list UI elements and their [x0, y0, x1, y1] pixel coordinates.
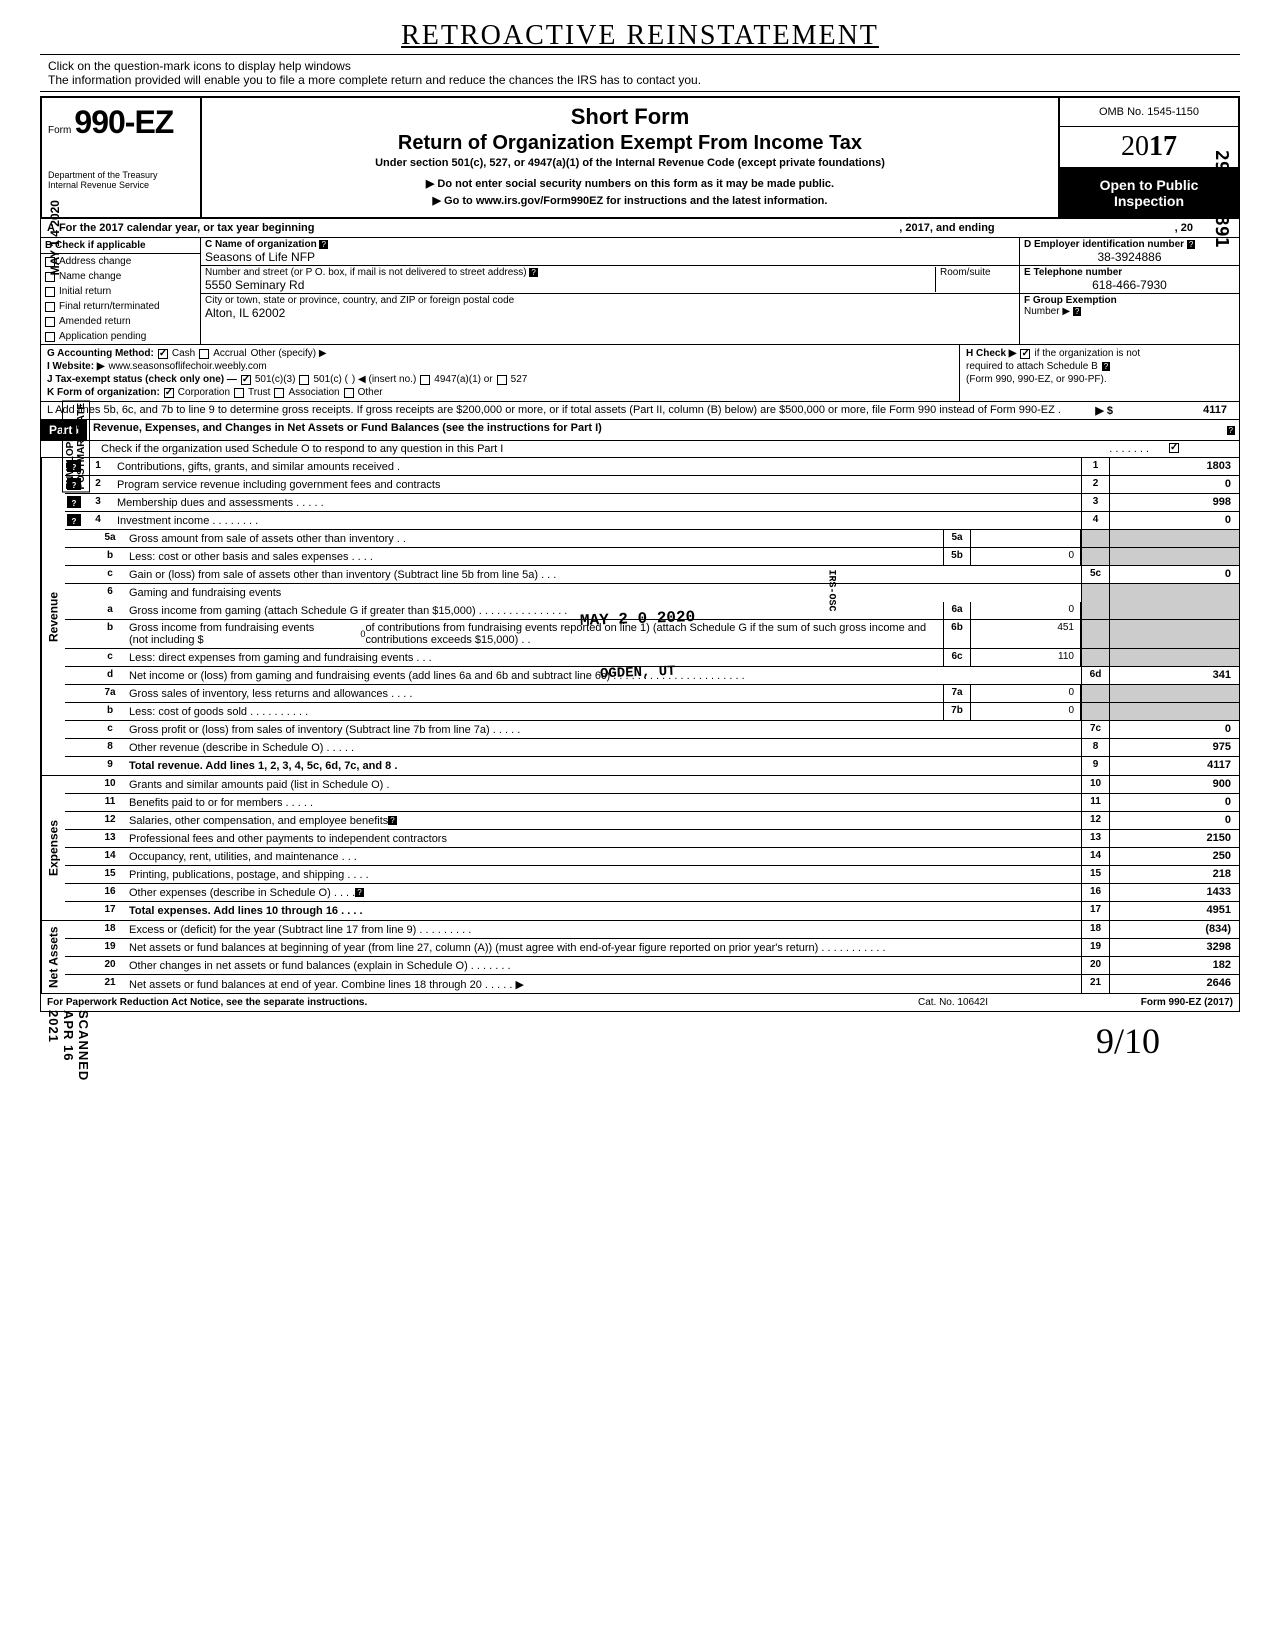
chk-501c3[interactable] [241, 375, 251, 385]
line16-value: 1433 [1109, 884, 1239, 901]
ein-value: 38-3924886 [1024, 250, 1235, 264]
stamp-irs: IRS-OSC [826, 569, 837, 611]
section-def: D Employer identification number ? 38-39… [1019, 238, 1239, 344]
form-number: 990-EZ [74, 104, 173, 140]
chk-4947[interactable] [420, 375, 430, 385]
line1-value: 1803 [1109, 458, 1239, 475]
street-address: 5550 Seminary Rd [205, 278, 304, 292]
help-icon[interactable]: ? [529, 268, 537, 277]
part-1-header: Part I Revenue, Expenses, and Changes in… [40, 420, 1240, 441]
chk-other-org[interactable] [344, 388, 354, 398]
chk-pending[interactable] [45, 332, 55, 342]
line6b-value: 451 [971, 620, 1081, 648]
line9-value: 4117 [1109, 757, 1239, 775]
rows-g-through-k: G Accounting Method: Cash Accrual Other … [40, 345, 1240, 402]
line20-value: 182 [1109, 957, 1239, 974]
line6a-value: 0 [971, 602, 1081, 619]
line3-value: 998 [1109, 494, 1239, 511]
section-b: B Check if applicable Address change Nam… [41, 238, 201, 344]
line7c-value: 0 [1109, 721, 1239, 738]
line10-value: 900 [1109, 776, 1239, 793]
expenses-label: Expenses [41, 776, 65, 920]
chk-cash[interactable] [158, 349, 168, 359]
line15-value: 218 [1109, 866, 1239, 883]
handwritten-title: RETROACTIVE REINSTATEMENT [40, 20, 1240, 52]
help-icon[interactable]: ? [388, 816, 396, 825]
chk-527[interactable] [497, 375, 507, 385]
org-name: Seasons of Life NFP [205, 250, 315, 264]
chk-amended[interactable] [45, 317, 55, 327]
line19-value: 3298 [1109, 939, 1239, 956]
line17-value: 4951 [1109, 902, 1239, 920]
line7b-value: 0 [971, 703, 1081, 720]
revenue-label: Revenue [41, 458, 65, 775]
line5b-value: 0 [971, 548, 1081, 565]
line-l-amount: 4117 [1113, 404, 1233, 417]
info-grid: B Check if applicable Address change Nam… [40, 238, 1240, 345]
help-icon[interactable]: ? [67, 496, 81, 508]
line6d-value: 341 [1109, 667, 1239, 684]
help-icon[interactable]: ? [1187, 240, 1195, 249]
help-icon[interactable]: ? [1227, 426, 1235, 435]
chk-trust[interactable] [234, 388, 244, 398]
phone-value: 618-466-7930 [1024, 278, 1235, 292]
chk-501c[interactable] [299, 375, 309, 385]
help-icon[interactable]: ? [355, 888, 363, 897]
line12-value: 0 [1109, 812, 1239, 829]
line4-value: 0 [1109, 512, 1239, 529]
stamp-ogden: OGDEN, UT [600, 664, 676, 683]
line6c-value: 110 [971, 649, 1081, 666]
help-banner: Click on the question-mark icons to disp… [40, 54, 1240, 92]
subtitle: Under section 501(c), 527, or 4947(a)(1)… [212, 157, 1048, 169]
chk-schedule-o[interactable] [1169, 443, 1179, 453]
chk-association[interactable] [274, 388, 284, 398]
help-icon[interactable]: ? [67, 514, 81, 526]
dept-irs: Internal Revenue Service [48, 181, 194, 191]
net-assets-section: Net Assets 18Excess or (deficit) for the… [40, 921, 1240, 994]
instr-ssn: ▶ Do not enter social security numbers o… [212, 177, 1048, 190]
help-icon[interactable]: ? [1073, 307, 1081, 316]
line7a-value: 0 [971, 685, 1081, 702]
margin-envelope: ENVELOPEPOSTMARK DATE [62, 400, 90, 492]
section-a-row: A For the 2017 calendar year, or tax yea… [40, 219, 1240, 238]
chk-schedule-b[interactable] [1020, 349, 1030, 359]
chk-accrual[interactable] [199, 349, 209, 359]
line18-value: (834) [1109, 921, 1239, 938]
margin-scanned: SCANNED APR 16 2021 [46, 1010, 91, 1081]
return-title: Return of Organization Exempt From Incom… [212, 132, 1048, 155]
line8-value: 975 [1109, 739, 1239, 756]
line11-value: 0 [1109, 794, 1239, 811]
line21-value: 2646 [1109, 975, 1239, 993]
line-l: L Add lines 5b, 6c, and 7b to line 9 to … [40, 402, 1240, 420]
instr-website: ▶ Go to www.irs.gov/Form990EZ for instru… [212, 194, 1048, 207]
chk-initial-return[interactable] [45, 287, 55, 297]
line2-value: 0 [1109, 476, 1239, 493]
section-c: C Name of organization ? Seasons of Life… [201, 238, 1019, 344]
margin-number-right: 294952891 [1211, 150, 1232, 248]
help-icon[interactable]: ? [319, 240, 327, 249]
form-label: Form [48, 125, 71, 136]
help-icon[interactable]: ? [1102, 362, 1110, 371]
form-footer: For Paperwork Reduction Act Notice, see … [40, 994, 1240, 1012]
city-state-zip: Alton, IL 62002 [205, 306, 285, 320]
expenses-section: Expenses 10Grants and similar amounts pa… [40, 776, 1240, 921]
chk-corporation[interactable] [164, 388, 174, 398]
line5c-value: 0 [1109, 566, 1239, 583]
short-form-title: Short Form [212, 104, 1048, 130]
form-header: Form 990-EZ Department of the Treasury I… [40, 96, 1240, 219]
line13-value: 2150 [1109, 830, 1239, 847]
omb-number: OMB No. 1545-1150 [1060, 98, 1238, 127]
schedule-o-check: Check if the organization used Schedule … [40, 441, 1240, 458]
line14-value: 250 [1109, 848, 1239, 865]
signature: 9/10 [1096, 1020, 1160, 1062]
website-value: www.seasonsoflifechoir.weebly.com [109, 361, 267, 372]
net-assets-label: Net Assets [41, 921, 65, 993]
chk-final-return[interactable] [45, 302, 55, 312]
